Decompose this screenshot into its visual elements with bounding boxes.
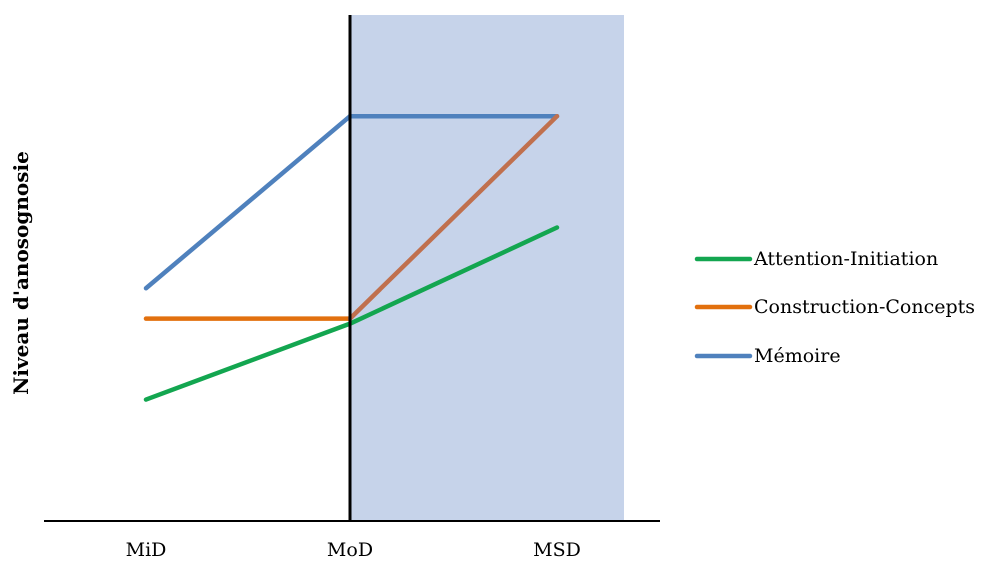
legend-label-m-moire: Mémoire	[754, 345, 841, 367]
legend-item-m-moire: Mémoire	[694, 345, 841, 367]
series-line-attention-initiation-seg-1	[143, 321, 353, 402]
legend-label-construction-concepts: Construction-Concepts	[754, 296, 975, 318]
x-tick-labels: MiD MoD MSD	[126, 539, 581, 561]
legend-item-construction-concepts: Construction-Concepts	[694, 296, 975, 318]
series-line-m-moire-seg-1	[143, 113, 353, 291]
series-line-attention-initiation-seg-2	[347, 225, 560, 326]
legend-item-attention-initiation: Attention-Initiation	[694, 248, 938, 270]
x-tick-label-mid: MiD	[126, 539, 167, 561]
series-line-construction-concepts-seg-2	[347, 113, 560, 321]
x-tick-label-mod: MoD	[327, 539, 373, 561]
x-tick-label-msd: MSD	[533, 539, 581, 561]
plot-shaded-region	[350, 15, 624, 521]
series-layer	[143, 113, 560, 402]
legend-label-attention-initiation: Attention-Initiation	[753, 248, 938, 270]
y-axis-label: Niveau d'anosognosie	[9, 151, 33, 395]
legend: Attention-Initiation Construction-Concept…	[694, 248, 975, 367]
